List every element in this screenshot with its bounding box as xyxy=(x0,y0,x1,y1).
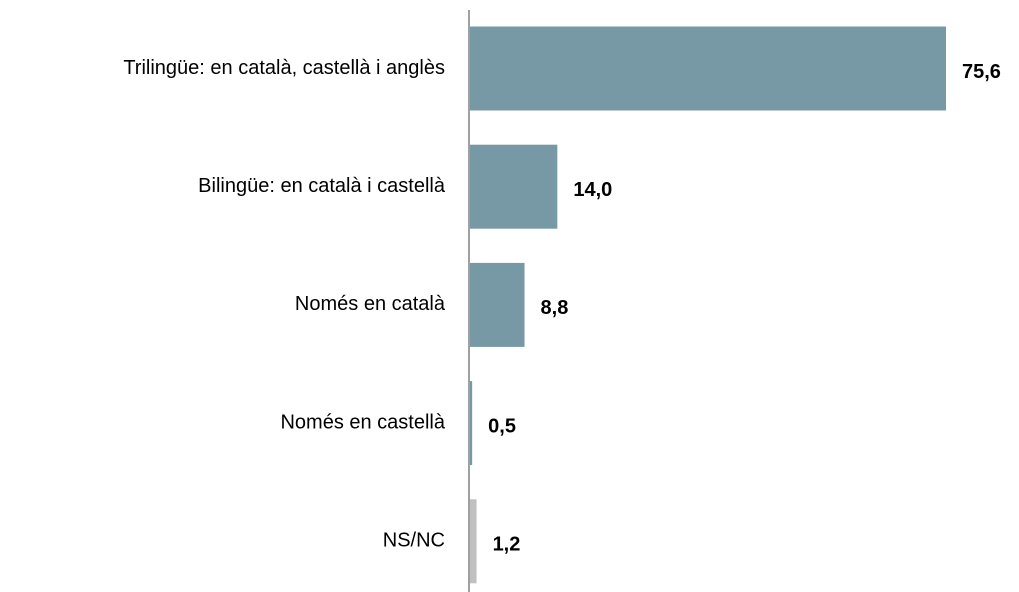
value-label: 0,5 xyxy=(488,415,516,437)
category-label: Bilingüe: en català i castellà xyxy=(198,175,446,197)
bar xyxy=(470,381,473,466)
bar xyxy=(470,26,946,111)
category-label: Només en castellà xyxy=(280,411,445,433)
bar xyxy=(470,144,558,229)
category-label: NS/NC xyxy=(383,530,445,552)
bar xyxy=(470,262,525,347)
value-label: 75,6 xyxy=(962,61,1001,83)
value-label: 1,2 xyxy=(493,534,521,556)
bar xyxy=(470,499,477,584)
category-label: Trilingüe: en català, castellà i anglès xyxy=(123,57,445,79)
category-label: Només en català xyxy=(295,293,446,315)
value-label: 8,8 xyxy=(541,297,569,319)
value-label: 14,0 xyxy=(573,179,612,201)
